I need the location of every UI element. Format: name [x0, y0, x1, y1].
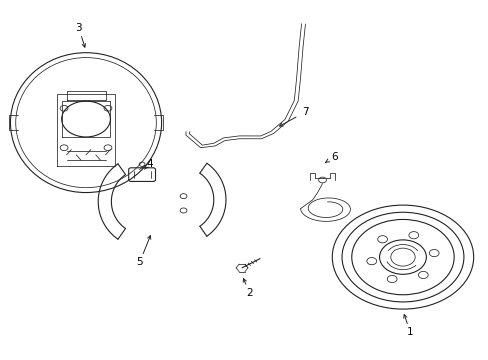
- Text: 4: 4: [146, 159, 152, 169]
- Text: 7: 7: [302, 107, 308, 117]
- Text: 3: 3: [75, 23, 82, 33]
- Text: 5: 5: [136, 257, 142, 267]
- Text: 6: 6: [331, 152, 337, 162]
- Text: 1: 1: [406, 327, 413, 337]
- Text: 2: 2: [245, 288, 252, 298]
